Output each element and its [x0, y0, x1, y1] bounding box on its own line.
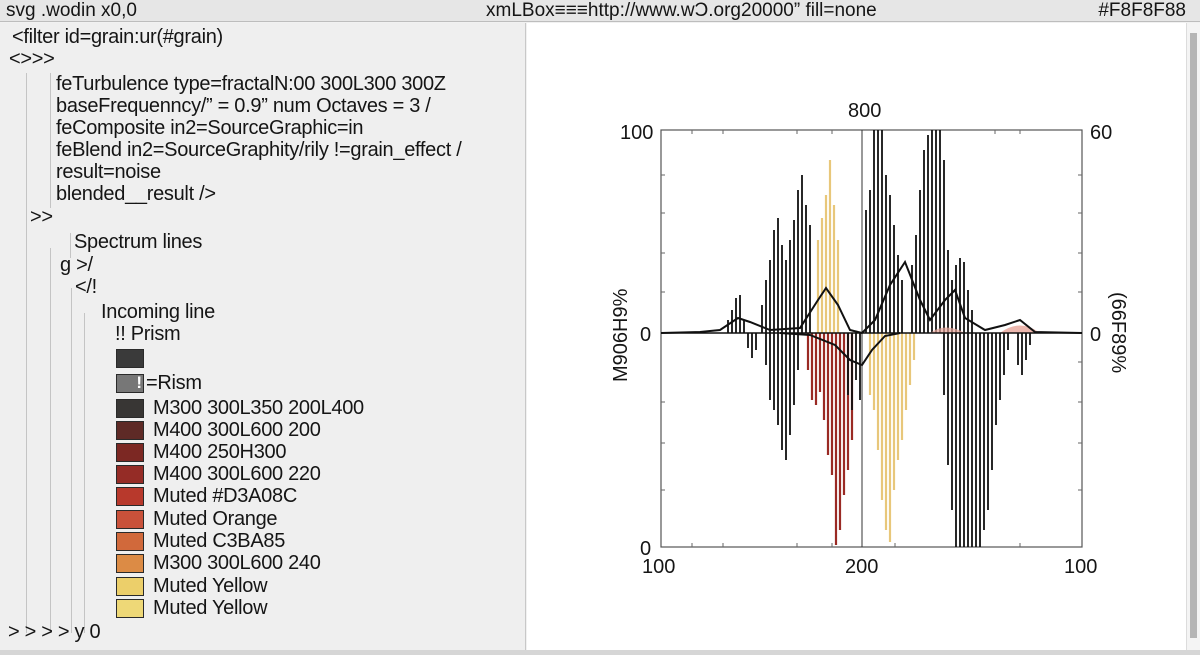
legend-item[interactable]: Muted #D3A08C [116, 485, 297, 507]
legend-item[interactable]: ! =Rism [116, 372, 202, 394]
color-swatch [116, 598, 144, 618]
legend-label: Muted C3BA85 [153, 530, 286, 552]
title-right-text: #F8F8F88 [1098, 0, 1186, 21]
code-line: >> [30, 206, 53, 228]
legend-label: Muted Yellow [153, 575, 268, 597]
legend-item[interactable]: Muted C3BA85 [116, 530, 285, 552]
indent-guide [50, 248, 51, 633]
code-line: <>>> [9, 48, 55, 70]
code-line: feBlend in2=SourceGraphity/rily !=grain_… [56, 139, 462, 161]
code-line: baseFrequenncy/” = 0.9” num Octaves = 3 … [56, 95, 431, 117]
x-tick-center: 200 [845, 556, 878, 578]
vertical-scrollbar[interactable] [1186, 23, 1200, 650]
legend-label: M300 300L600 240 [153, 552, 321, 574]
legend-item[interactable] [116, 347, 153, 369]
indent-guide [71, 288, 72, 633]
y-right-top-tick: 60 [1090, 122, 1112, 144]
legend-label: Muted Orange [153, 508, 278, 530]
exclamation-icon: ! [136, 372, 142, 392]
legend-label: M300 300L350 200L400 [153, 397, 364, 419]
color-swatch [116, 398, 144, 418]
code-line: <filter id=grain:ur(#grain) [12, 26, 223, 48]
legend-label: M400 300L600 200 [153, 419, 321, 441]
code-line: g >/ [60, 254, 93, 276]
color-swatch [116, 464, 144, 484]
legend-label: M400 250H300 [153, 441, 287, 463]
code-line: blended__result /> [56, 183, 216, 205]
code-editor-pane[interactable]: <filter id=grain:ur(#grain) <>>> feTurbu… [0, 23, 526, 650]
color-swatch [116, 576, 144, 596]
y-right-axis-label: (66F89% [1107, 292, 1129, 373]
title-left-text: svg .wodin x0,0 [6, 0, 137, 21]
color-swatch [116, 486, 144, 506]
chart-title: 800 [848, 100, 881, 122]
legend-item[interactable]: Muted Yellow [116, 575, 268, 597]
legend-item[interactable]: M300 300L600 240 [116, 552, 321, 574]
color-swatch [116, 509, 144, 529]
color-swatch [116, 442, 144, 462]
indent-guide [84, 313, 85, 633]
spectrum-chart: 800 100 0 0 60 0 100 200 100 M906H9% (66… [610, 100, 1129, 578]
code-line: feTurbulence type=fractalN:00 300L300 30… [56, 73, 446, 95]
indent-guide [26, 73, 27, 633]
legend-label: Muted Yellow [153, 597, 268, 619]
indent-guide [70, 233, 71, 258]
y-left-bottom-tick: 0 [640, 538, 651, 560]
legend-item[interactable]: M300 300L350 200L400 [116, 397, 364, 419]
scrollbar-thumb[interactable] [1190, 33, 1197, 638]
legend-item[interactable]: M400 300L600 200 [116, 419, 321, 441]
legend-item[interactable]: M400 300L600 220 [116, 463, 321, 485]
legend-label: =Rism [146, 372, 202, 394]
code-line: feComposite in2=SourceGraphic=in [56, 117, 364, 139]
y-left-axis-label: M906H9% [610, 288, 632, 382]
color-swatch: ! [116, 372, 144, 393]
legend-label: M400 300L600 220 [153, 463, 321, 485]
bottom-border [0, 650, 1200, 655]
color-swatch [116, 531, 144, 551]
y-right-mid-tick: 0 [1090, 324, 1101, 346]
legend-item[interactable]: M400 250H300 [116, 441, 286, 463]
chart-preview-pane: 800 100 0 0 60 0 100 200 100 M906H9% (66… [527, 23, 1186, 650]
code-line: Incoming line [101, 301, 215, 323]
color-swatch [116, 348, 144, 368]
y-left-mid-tick: 0 [640, 324, 651, 346]
code-line: !! Prism [115, 323, 181, 345]
window-title-bar: svg .wodin x0,0 xmLBox≡≡≡http://www.wƆ.o… [0, 0, 1200, 22]
code-line: result=noise [56, 161, 161, 183]
code-line: </! [75, 276, 97, 298]
indent-guide [50, 73, 51, 208]
legend-item[interactable]: Muted Orange [116, 508, 278, 530]
x-tick-right: 100 [1064, 556, 1097, 578]
x-tick-left: 100 [642, 556, 675, 578]
y-left-top-tick: 100 [620, 122, 653, 144]
code-line: Spectrum lines [74, 231, 203, 253]
legend-label: Muted #D3A08C [153, 485, 297, 507]
legend-item[interactable]: Muted Yellow [116, 597, 268, 619]
color-swatch [116, 420, 144, 440]
code-footer-line: > > > > y 0 [8, 621, 101, 643]
title-middle-text: xmLBox≡≡≡http://www.wƆ.org20000” fill=no… [486, 0, 877, 21]
color-swatch [116, 553, 144, 573]
